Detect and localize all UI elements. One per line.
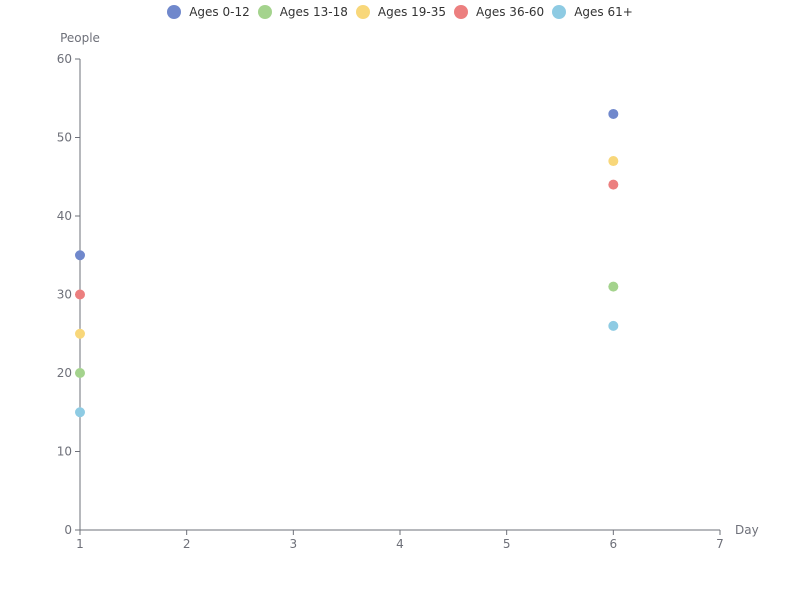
legend-swatch xyxy=(355,5,370,19)
x-tick-label: 2 xyxy=(183,537,191,551)
legend-item[interactable]: Ages 19-35 xyxy=(355,5,447,19)
legend-item[interactable]: Ages 0-12 xyxy=(167,5,250,19)
x-tick-label: 5 xyxy=(503,537,511,551)
legend-swatch xyxy=(552,5,567,19)
x-tick-label: 6 xyxy=(610,537,618,551)
y-axis-title: People xyxy=(60,31,100,45)
y-tick-label: 30 xyxy=(57,288,72,302)
legend-label: Ages 13-18 xyxy=(279,5,348,19)
x-tick-label: 3 xyxy=(290,537,298,551)
legend-item[interactable]: Ages 61+ xyxy=(552,5,633,19)
y-tick-label: 10 xyxy=(57,445,72,459)
data-point xyxy=(75,289,85,300)
legend-label: Ages 19-35 xyxy=(377,5,447,19)
legend-item[interactable]: Ages 13-18 xyxy=(257,5,348,19)
legend: Ages 0-12 Ages 13-18 Ages 19-35 Ages 36-60 A… xyxy=(0,2,800,22)
data-point xyxy=(608,179,619,190)
legend-swatch xyxy=(167,5,182,19)
data-point xyxy=(75,250,85,261)
legend-swatch xyxy=(257,5,272,19)
legend-swatch xyxy=(454,5,469,19)
legend-label: Ages 36-60 xyxy=(476,5,545,19)
y-tick-label: 60 xyxy=(57,52,72,66)
axes: 0 10 20 30 40 50 60 1 2 3 4 5 6 7 People Day xyxy=(57,31,759,551)
y-tick-label: 20 xyxy=(57,366,72,380)
y-tick-label: 50 xyxy=(57,131,72,145)
data-point xyxy=(608,320,619,331)
x-tick-label: 4 xyxy=(396,537,404,551)
legend-label: Ages 61+ xyxy=(574,5,633,19)
x-axis-title: Day xyxy=(735,523,759,537)
data-point xyxy=(608,281,619,292)
data-point xyxy=(75,328,85,339)
legend-label: Ages 0-12 xyxy=(189,5,250,19)
y-tick-label: 0 xyxy=(64,523,72,537)
data-point xyxy=(608,156,619,167)
data-point xyxy=(75,368,85,378)
y-tick-label: 40 xyxy=(57,209,72,223)
x-tick-label: 1 xyxy=(76,537,84,551)
legend-item[interactable]: Ages 36-60 xyxy=(454,5,544,19)
x-tick-label: 7 xyxy=(716,537,724,551)
data-points xyxy=(75,108,619,418)
data-point xyxy=(608,108,619,119)
data-point xyxy=(75,407,85,418)
